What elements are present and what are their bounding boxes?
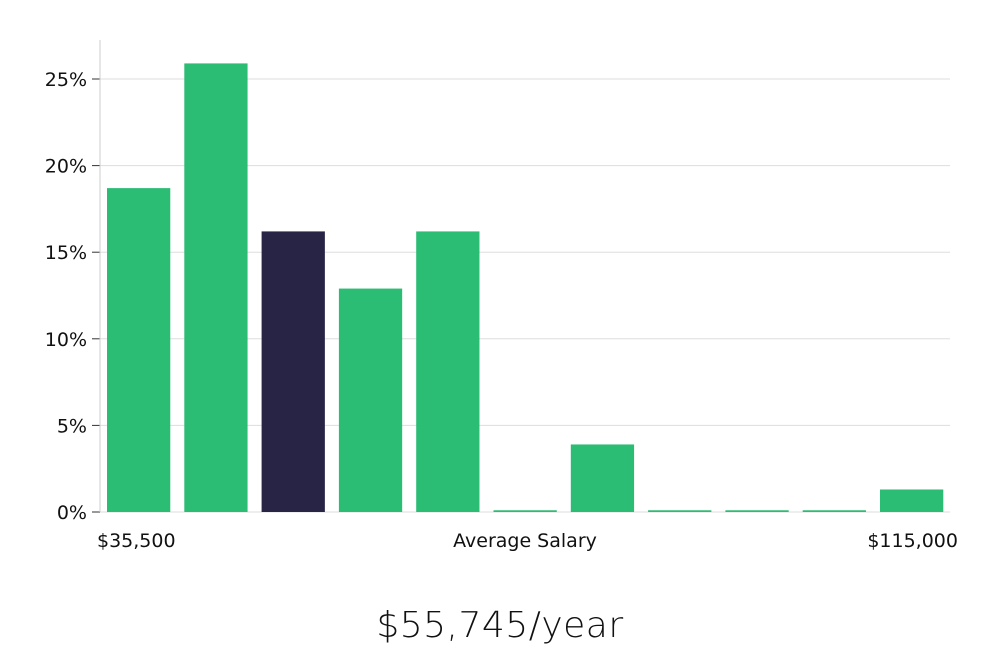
y-tick-label: 15% (45, 242, 87, 264)
y-tick-label: 25% (45, 69, 87, 91)
y-tick-label: 5% (57, 415, 87, 437)
bar (338, 288, 403, 512)
bar (493, 510, 557, 512)
bar (416, 231, 480, 512)
bar (648, 510, 712, 512)
bar (880, 489, 944, 512)
y-tick-label: 20% (45, 156, 87, 178)
average-salary-value: $55,745/year (376, 605, 624, 646)
bar (184, 63, 248, 513)
x-max-label: $115,000 (867, 530, 958, 552)
bars (107, 63, 944, 513)
salary-histogram: 0%5%10%15%20%25% $35,500 Average Salary … (45, 40, 958, 552)
bar (570, 444, 635, 512)
x-axis-title: Average Salary (453, 530, 597, 552)
bar (802, 510, 866, 512)
x-min-label: $35,500 (97, 530, 176, 552)
y-tick-label: 0% (57, 502, 87, 524)
y-tick-label: 10% (45, 329, 87, 351)
bar-highlighted (261, 231, 325, 512)
y-axis: 0% 5% 10% 15% 20% 25% (45, 69, 100, 524)
bar (107, 188, 171, 512)
bar (725, 510, 789, 512)
